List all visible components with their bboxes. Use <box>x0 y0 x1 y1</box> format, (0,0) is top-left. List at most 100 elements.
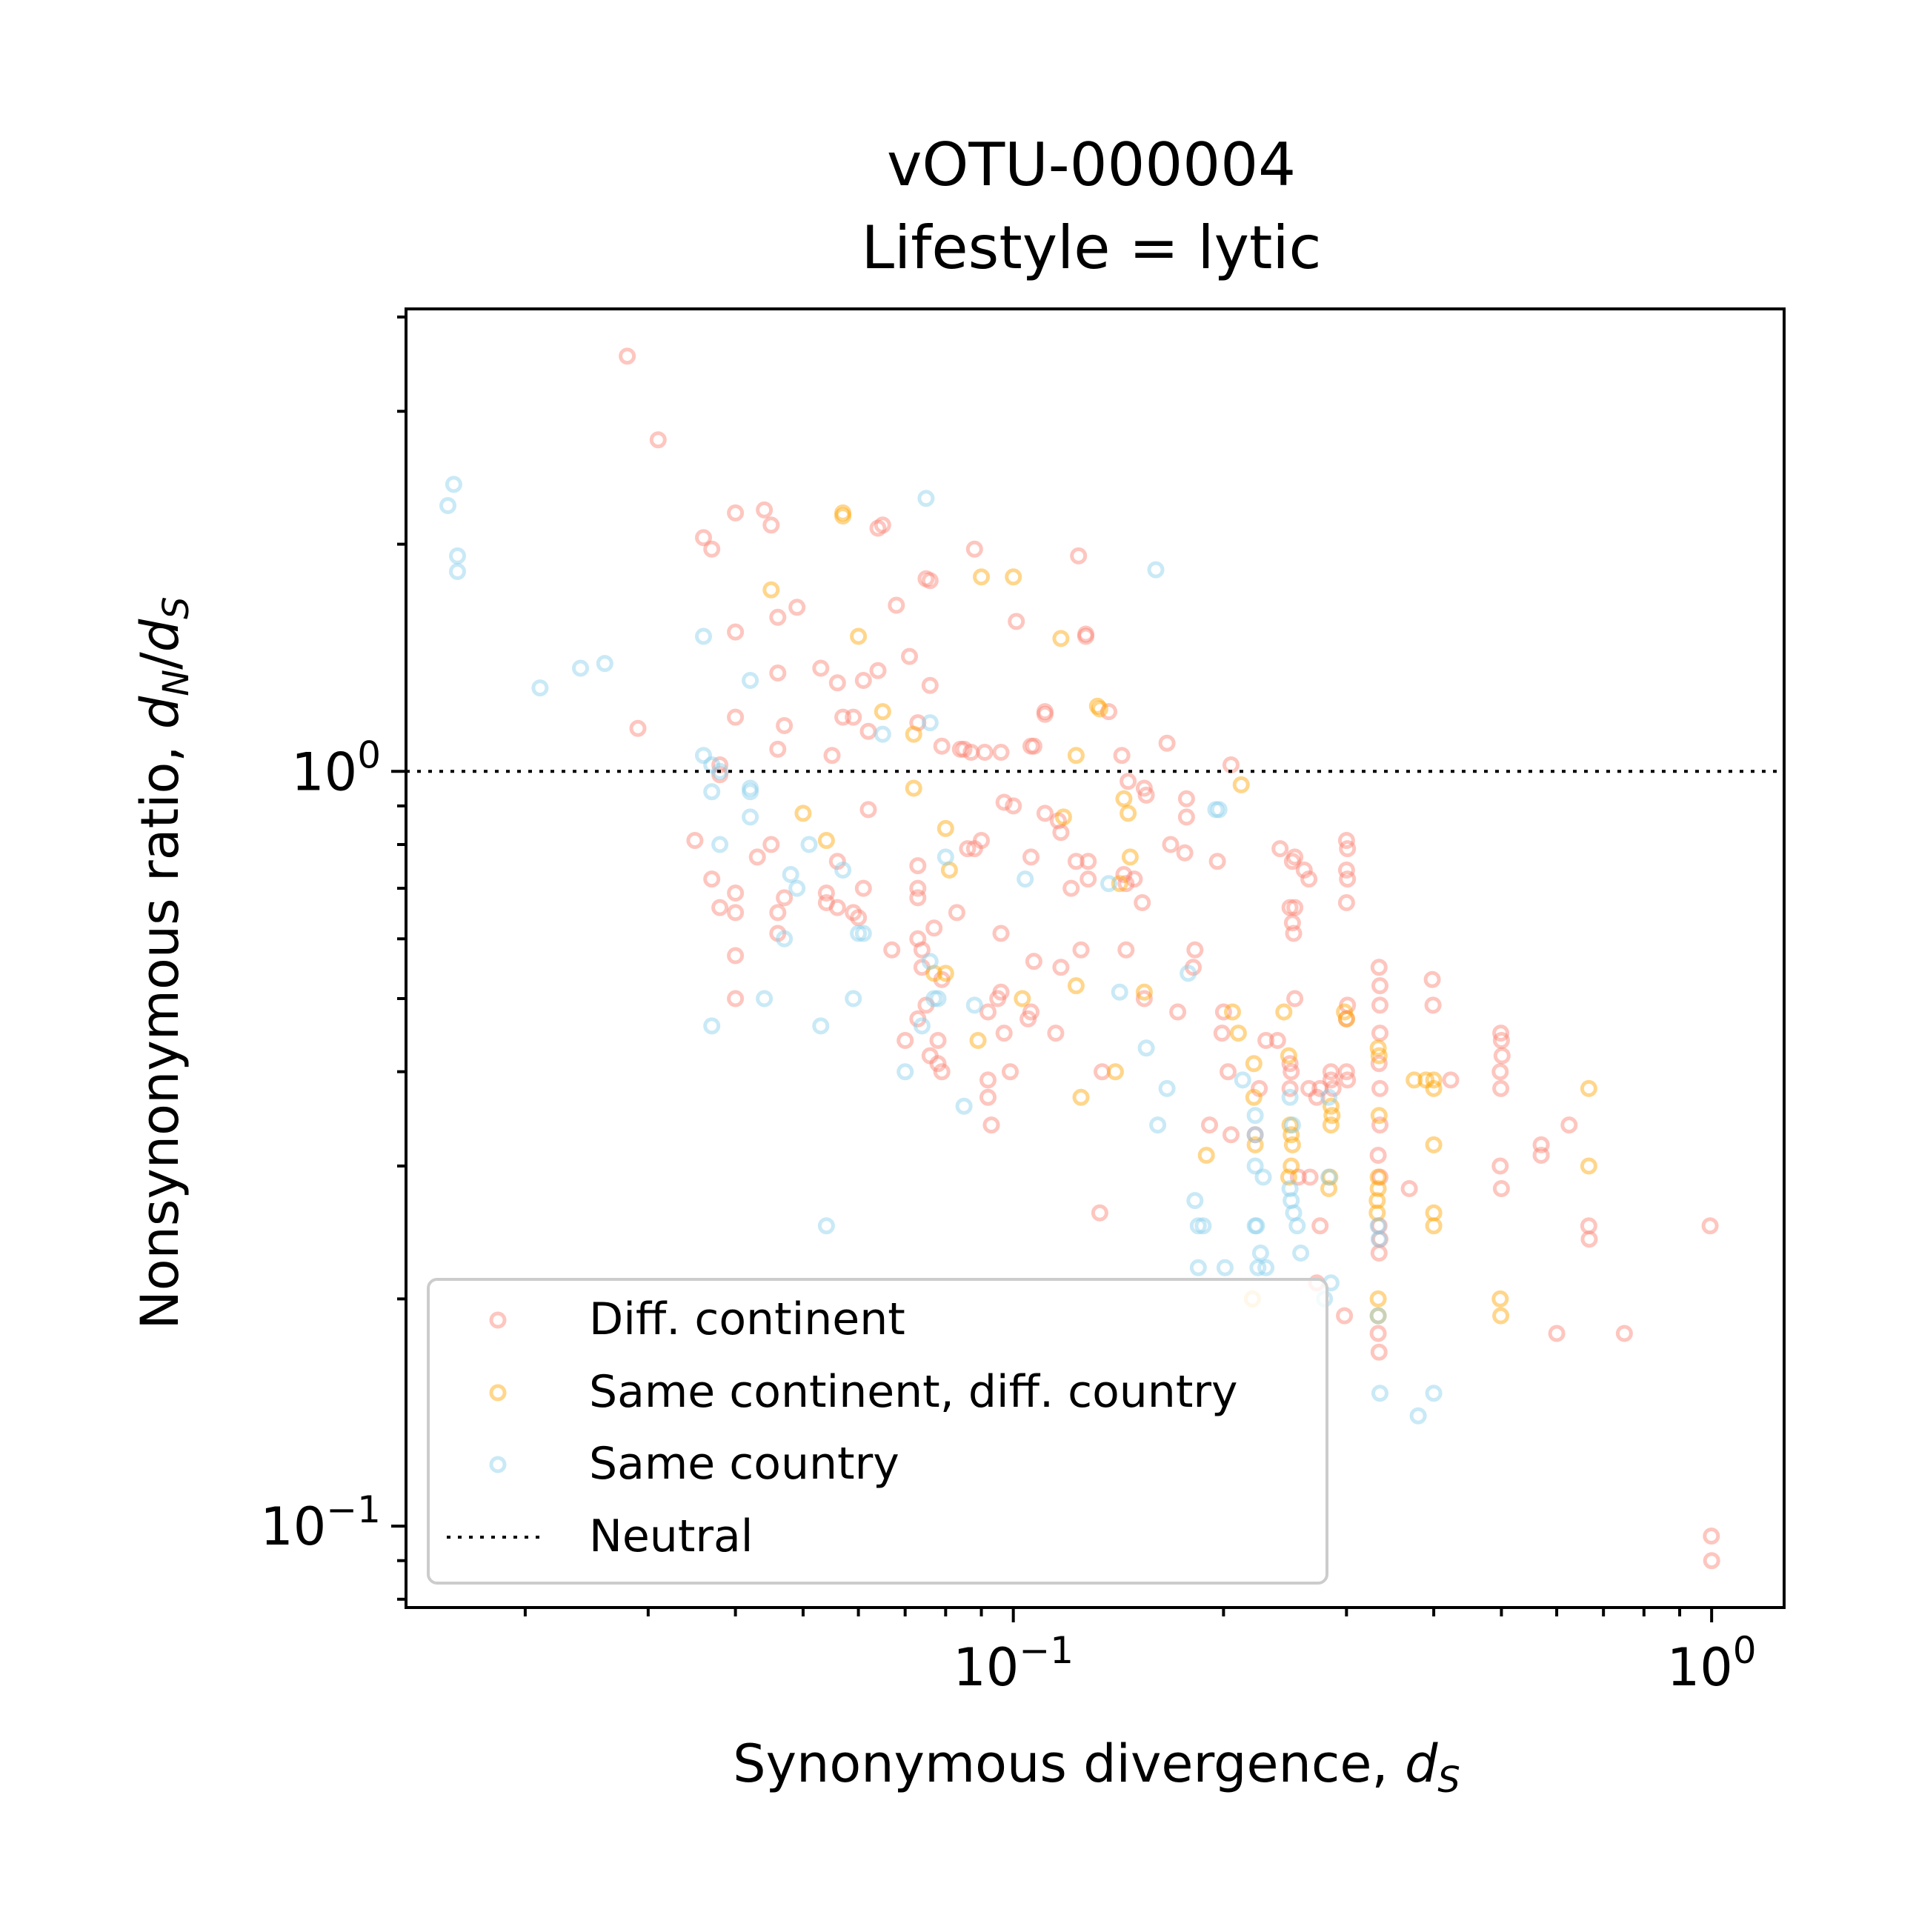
data-point <box>1370 1047 1388 1065</box>
data-point <box>1371 1168 1388 1186</box>
data-point <box>769 664 787 682</box>
data-point <box>995 793 1013 811</box>
data-point <box>850 925 868 942</box>
data-point <box>1246 1136 1264 1153</box>
data-point <box>979 1003 997 1021</box>
data-point <box>776 717 794 734</box>
data-point <box>1369 1307 1387 1325</box>
data-point <box>1491 1157 1509 1175</box>
data-point <box>1337 832 1355 849</box>
data-point <box>727 504 745 522</box>
data-point <box>909 714 927 732</box>
data-point <box>756 990 774 1007</box>
data-point <box>859 801 877 819</box>
y-tick-label: 100 <box>291 733 381 802</box>
data-point <box>1216 1259 1234 1276</box>
data-point <box>1246 1126 1264 1144</box>
data-point <box>1301 1168 1319 1186</box>
data-point <box>1292 1245 1310 1262</box>
data-point <box>1492 1307 1510 1325</box>
data-point <box>1049 812 1067 830</box>
data-point <box>933 970 951 988</box>
data-point <box>1115 790 1133 807</box>
data-point <box>921 1047 939 1065</box>
data-point <box>727 885 745 902</box>
data-point <box>854 672 872 689</box>
data-point <box>834 507 852 524</box>
data-point <box>828 674 846 692</box>
data-point <box>845 990 862 1007</box>
data-point <box>1370 1245 1388 1262</box>
data-point <box>1077 627 1094 645</box>
data-point <box>1246 1217 1264 1235</box>
data-point <box>1194 1217 1212 1235</box>
data-point <box>1062 879 1080 897</box>
data-point <box>1214 1003 1232 1021</box>
data-point <box>925 990 943 1007</box>
data-point <box>1285 925 1303 942</box>
chart-title-line2: Lifestyle = lytic <box>861 213 1321 282</box>
data-point <box>1232 776 1250 793</box>
data-point <box>1201 1116 1218 1134</box>
data-point <box>769 925 787 942</box>
data-point <box>854 925 872 942</box>
data-point <box>1120 773 1137 790</box>
data-point <box>1080 870 1097 888</box>
data-point <box>933 737 951 755</box>
data-point <box>1117 875 1135 893</box>
data-point <box>1369 1290 1387 1308</box>
scatter-points <box>439 347 1720 1570</box>
data-point <box>959 840 977 858</box>
data-point <box>1246 1126 1264 1144</box>
data-point <box>937 965 954 982</box>
data-point <box>1339 996 1357 1014</box>
data-point <box>1337 1063 1355 1081</box>
data-point <box>1125 870 1143 888</box>
data-point <box>1703 1552 1720 1570</box>
data-point <box>937 819 954 837</box>
data-point <box>1271 840 1289 858</box>
data-point <box>1336 1307 1354 1325</box>
data-point <box>1580 1157 1597 1175</box>
data-point <box>925 919 943 937</box>
data-point <box>629 719 647 737</box>
data-point <box>1169 1003 1187 1021</box>
data-point <box>1067 747 1085 765</box>
data-point <box>989 990 1007 1007</box>
data-point <box>951 740 969 758</box>
data-point <box>992 983 1010 1001</box>
data-point <box>1369 1217 1387 1235</box>
data-point <box>1251 1245 1269 1262</box>
data-point <box>940 862 958 879</box>
data-point <box>901 647 918 665</box>
data-point <box>1409 1407 1427 1425</box>
data-point <box>1025 737 1042 755</box>
data-point <box>1189 1259 1207 1276</box>
data-point <box>1022 1003 1040 1021</box>
data-point <box>921 953 939 970</box>
legend-label: Same continent, diff. country <box>589 1366 1238 1418</box>
data-point <box>1370 959 1388 976</box>
data-point <box>1002 1063 1019 1081</box>
data-point <box>869 662 887 679</box>
data-point <box>1052 824 1070 842</box>
data-point <box>917 996 935 1014</box>
data-point <box>1400 1180 1418 1197</box>
data-point <box>1370 1343 1388 1361</box>
data-point <box>1703 1528 1720 1545</box>
data-point <box>449 563 466 580</box>
data-point <box>1080 853 1097 870</box>
data-point <box>969 1032 987 1049</box>
data-point <box>1224 1003 1241 1021</box>
data-point <box>1052 959 1070 976</box>
data-point <box>1491 1063 1509 1081</box>
data-point <box>979 1088 997 1106</box>
data-point <box>1368 1192 1386 1210</box>
data-point <box>1369 1307 1387 1325</box>
data-point <box>1492 1180 1510 1197</box>
data-point <box>695 747 712 765</box>
data-point <box>965 540 983 558</box>
legend-marker <box>489 1456 507 1473</box>
data-point <box>1022 737 1040 755</box>
data-point <box>1371 996 1388 1014</box>
